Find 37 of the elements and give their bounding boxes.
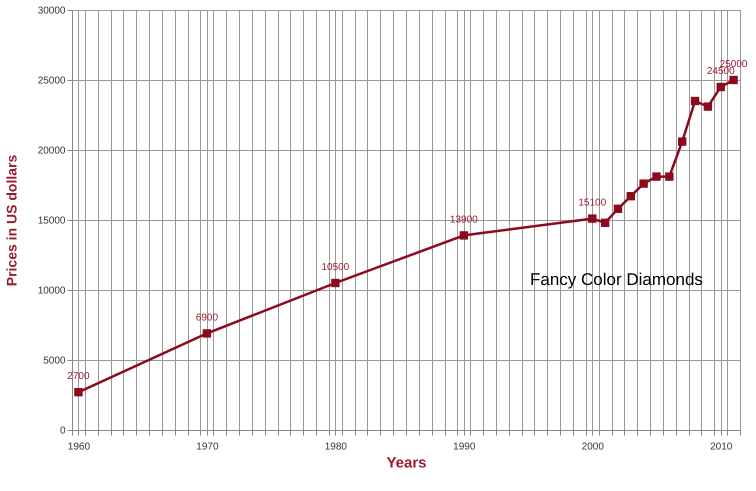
x-axis-title: Years xyxy=(386,454,427,472)
point xyxy=(665,172,674,181)
point xyxy=(626,192,635,200)
y-tick-label: 10000 xyxy=(38,286,66,296)
y-tick-label: 30000 xyxy=(38,6,66,16)
data-label: 6900 xyxy=(196,312,218,324)
point xyxy=(704,102,712,111)
y-axis-title: Prices in US dollars xyxy=(4,154,20,286)
point xyxy=(202,329,212,338)
point xyxy=(716,82,725,92)
x-tick-label: 2010 xyxy=(710,442,733,452)
point xyxy=(331,278,340,288)
point xyxy=(588,214,596,223)
point xyxy=(729,76,738,84)
point xyxy=(600,218,610,227)
y-tick-label: 25000 xyxy=(38,76,66,86)
y-tick-label: 15000 xyxy=(38,216,66,226)
data-label: 15100 xyxy=(578,198,607,209)
point xyxy=(690,96,700,106)
x-tick-label: 2000 xyxy=(582,442,604,452)
data-label: 13900 xyxy=(450,214,478,226)
point xyxy=(460,231,468,240)
point xyxy=(614,204,622,213)
point xyxy=(678,137,686,146)
point xyxy=(74,388,83,396)
y-tick-label: 0 xyxy=(60,426,66,436)
y-tick-label: 20000 xyxy=(38,146,66,156)
x-tick-label: 1980 xyxy=(324,442,348,452)
x-tick-label: 1990 xyxy=(453,442,476,452)
x-tick-label: 1970 xyxy=(196,442,219,452)
point xyxy=(652,172,661,181)
data-label: 10500 xyxy=(321,262,350,273)
y-tick-label: 5000 xyxy=(43,356,66,366)
x-tick-label: 1960 xyxy=(68,442,90,452)
data-label: 2700 xyxy=(67,371,90,382)
annotation: Fancy Color Diamonds xyxy=(530,270,703,289)
point xyxy=(639,179,648,188)
